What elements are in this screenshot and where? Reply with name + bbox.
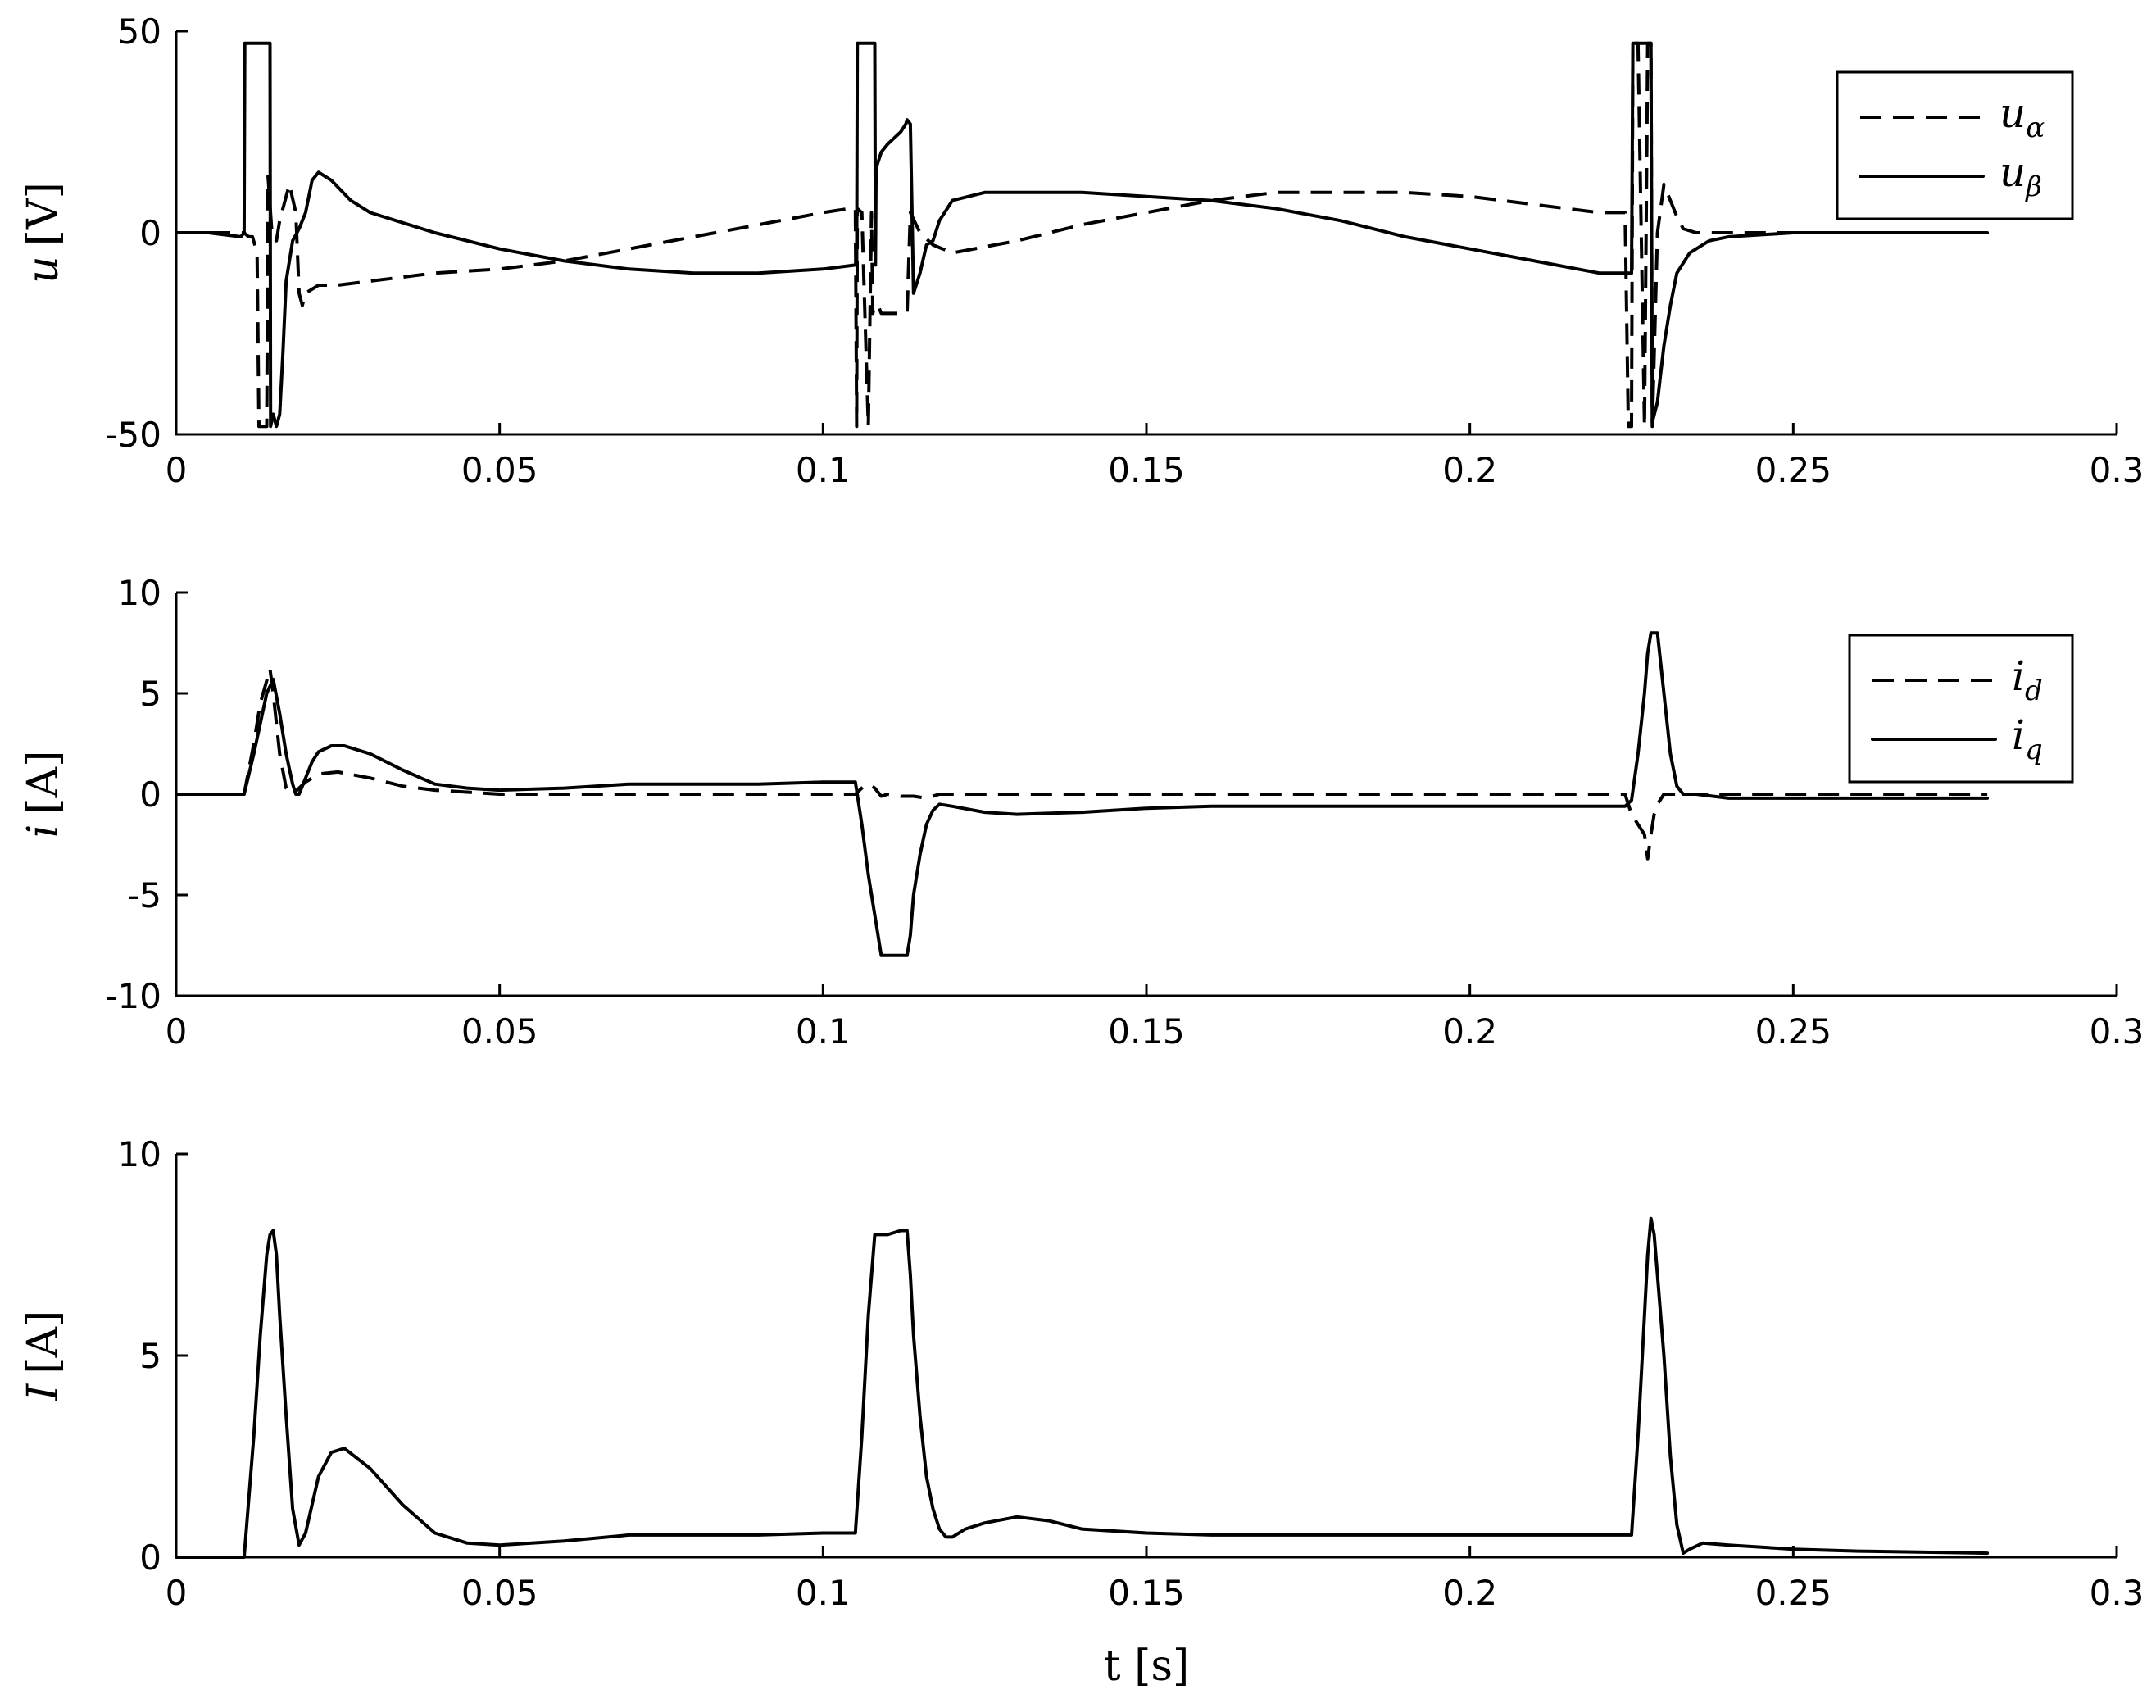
current-magnitude-xtick-label: 0.3 bbox=[2090, 1573, 2145, 1613]
voltage-series-u bbox=[175, 41, 1990, 429]
voltage-plot-area bbox=[175, 41, 1990, 429]
current-magnitude-ylabel-var: I bbox=[19, 1383, 68, 1401]
current-magnitude-ytick-label: 5 bbox=[139, 1336, 161, 1376]
current-magnitude-xtick-label: 0.25 bbox=[1755, 1573, 1832, 1613]
voltage-legend-label-ualpha: uα bbox=[1999, 89, 2045, 144]
current-magnitude-series-line bbox=[175, 1216, 1990, 1559]
current-dq-xtick-label: 0.25 bbox=[1755, 1011, 1832, 1052]
voltage-ytick-label: 50 bbox=[118, 11, 161, 52]
current-dq-xtick-label: 0.1 bbox=[796, 1011, 851, 1052]
voltage-legend-label-ubeta: uβ bbox=[1999, 148, 2042, 203]
voltage-xtick-label: 0.05 bbox=[461, 450, 538, 490]
voltage-legend: uα uβ bbox=[1836, 70, 2074, 220]
current-magnitude-ylabel-unit: [A] bbox=[19, 1311, 68, 1374]
current-dq-ylabel-unit: [A] bbox=[19, 751, 68, 815]
current-dq-legend-box bbox=[1848, 634, 2074, 784]
current-dq-legend: id iq bbox=[1848, 634, 2074, 784]
voltage-xtick-label: 0.3 bbox=[2090, 450, 2145, 490]
current-magnitude-ytick-label: 10 bbox=[118, 1134, 161, 1174]
current-magnitude-xtick-label: 0.05 bbox=[461, 1573, 538, 1613]
current-dq-ytick-label: -10 bbox=[105, 976, 161, 1016]
current-dq-xtick-label: 0.15 bbox=[1108, 1011, 1185, 1052]
voltage-xtick-label: 0.2 bbox=[1442, 450, 1497, 490]
current-dq-ytick-label: 10 bbox=[118, 573, 161, 613]
current-dq-xtick-label: 0 bbox=[166, 1011, 188, 1052]
current-dq-xtick-label: 0.05 bbox=[461, 1011, 538, 1052]
time-xlabel: t [s] bbox=[1104, 1642, 1190, 1691]
current-dq-xtick-label: 0.2 bbox=[1442, 1011, 1497, 1052]
current-dq-ylabel-var: i bbox=[19, 824, 68, 838]
current-dq-legend-label-id: id bbox=[2012, 652, 2043, 707]
voltage-xtick-label: 0.1 bbox=[796, 450, 851, 490]
current-magnitude-xtick-label: 0.15 bbox=[1108, 1573, 1185, 1613]
voltage-ylabel-var: u bbox=[19, 256, 68, 284]
voltage-xtick-label: 0.15 bbox=[1108, 450, 1185, 490]
voltage-ytick-label: 0 bbox=[139, 213, 161, 253]
voltage-xtick-label: 0 bbox=[166, 450, 188, 490]
current-dq-ylabel: i [A] bbox=[19, 751, 68, 838]
voltage-ylabel-unit: [V] bbox=[19, 182, 68, 246]
current-magnitude-xtick-label: 0.2 bbox=[1442, 1573, 1497, 1613]
current-dq-ytick-label: 5 bbox=[139, 674, 161, 714]
current-magnitude-xtick-label: 0 bbox=[166, 1573, 188, 1613]
current-dq-plot-area bbox=[175, 631, 1990, 957]
current-magnitude-ytick-label: 0 bbox=[139, 1538, 161, 1578]
voltage-ytick-label: -50 bbox=[105, 415, 161, 455]
current-magnitude-axes-frame bbox=[175, 1154, 2117, 1559]
current-dq-subplot: 0 0.05 0.1 0.15 0.2 0.25 0.3 -10 -5 0 5 10 i [A] id … bbox=[19, 573, 2144, 1052]
current-dq-series-i-q bbox=[175, 631, 1990, 957]
current-magnitude-plot-area bbox=[175, 1216, 1990, 1559]
voltage-ylabel: u [V] bbox=[19, 182, 68, 284]
current-dq-series-i-d bbox=[176, 667, 1988, 861]
current-magnitude-ylabel: I [A] bbox=[19, 1311, 68, 1402]
current-dq-legend-label-iq: iq bbox=[2012, 711, 2043, 766]
voltage-legend-box bbox=[1836, 70, 2074, 220]
current-dq-ticks: 0 0.05 0.1 0.15 0.2 0.25 0.3 -10 -5 0 5 10 bbox=[105, 573, 2144, 1052]
current-dq-ytick-label: 0 bbox=[139, 775, 161, 815]
current-magnitude-xtick-label: 0.1 bbox=[796, 1573, 851, 1613]
current-magnitude-subplot: 0 0.05 0.1 0.15 0.2 0.25 0.3 0 5 10 I [A] t [s] bbox=[19, 1134, 2144, 1691]
current-dq-ytick-label: -5 bbox=[127, 875, 161, 915]
voltage-xtick-label: 0.25 bbox=[1755, 450, 1832, 490]
current-magnitude-ticks: 0 0.05 0.1 0.15 0.2 0.25 0.3 0 5 10 bbox=[118, 1134, 2145, 1613]
current-dq-xtick-label: 0.3 bbox=[2090, 1011, 2145, 1052]
